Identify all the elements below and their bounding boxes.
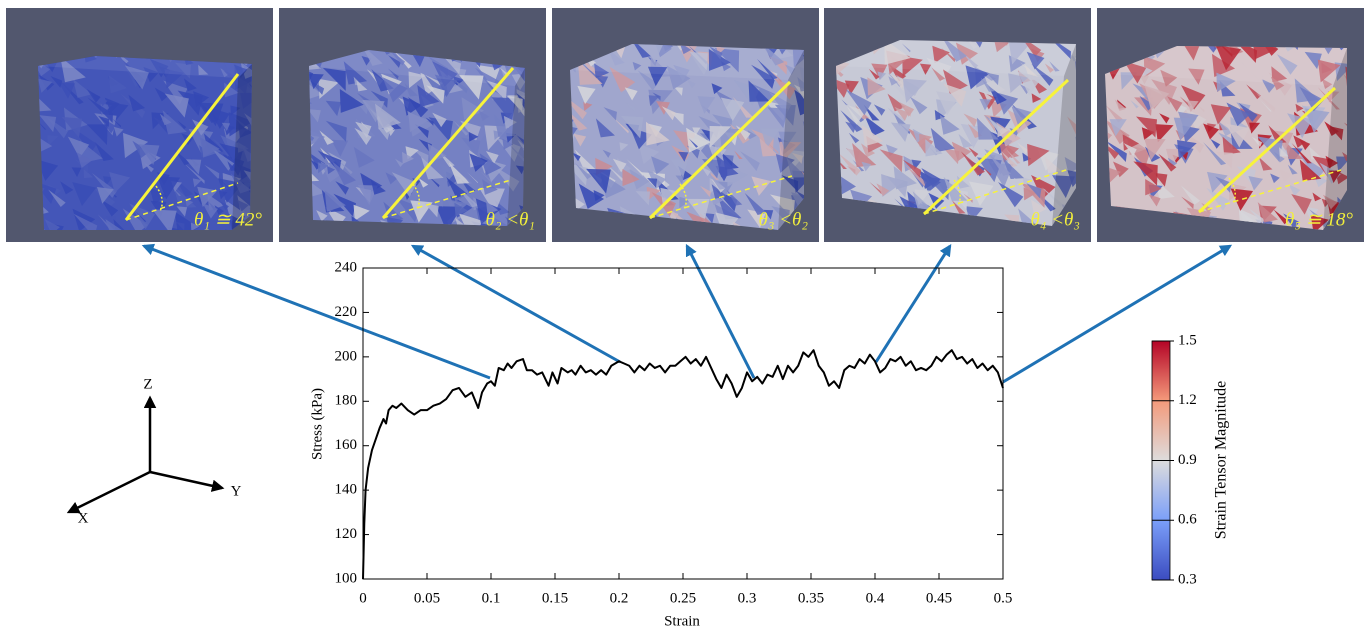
stress-curve	[363, 350, 1003, 579]
axes-triad	[69, 398, 222, 512]
arrow	[144, 246, 490, 378]
colorbar-tick-label: 1.2	[1178, 392, 1197, 408]
x-tick-label: 0.5	[994, 590, 1013, 606]
panel-label: θ₄ <θ₃	[1031, 209, 1080, 230]
colorbar-tick-label: 0.9	[1178, 452, 1197, 468]
panel-label: θ₂ <θ₁	[486, 209, 535, 230]
arrow	[1003, 246, 1230, 382]
snapshot-panel: θ₁ ≅ 42°	[6, 8, 288, 257]
x-tick-label: 0.25	[670, 590, 696, 606]
y-tick-label: 180	[335, 393, 358, 409]
x-tick-label: 0.35	[798, 590, 824, 606]
y-tick-label: 100	[335, 570, 358, 586]
snapshot-panel: θ₅ ≅ 18°	[1097, 8, 1370, 258]
snapshot-arrows	[144, 246, 1230, 382]
triad-label: Z	[143, 376, 152, 392]
x-tick-label: 0.3	[738, 590, 757, 606]
x-axis-label: Strain	[664, 613, 700, 629]
snapshot-panel: θ₃ <θ₂	[552, 8, 840, 263]
triad-axis	[150, 472, 222, 488]
y-tick-label: 240	[335, 259, 358, 275]
colorbar-tick-label: 1.5	[1178, 332, 1197, 348]
colorbar-label: Strain Tensor Magnitude	[1213, 381, 1230, 540]
arrow	[687, 246, 754, 378]
triad-label: X	[78, 510, 89, 526]
panel-label: θ₅ ≅ 18°	[1285, 209, 1353, 230]
triad-label: Y	[231, 483, 242, 499]
snapshot-panel: θ₂ <θ₁	[279, 8, 560, 260]
snapshot-panel: θ₄ <θ₃	[824, 8, 1114, 259]
arrow	[876, 246, 950, 362]
x-tick-label: 0	[359, 590, 367, 606]
y-tick-label: 120	[335, 526, 358, 542]
y-tick-label: 160	[335, 437, 358, 453]
panel-label: θ₁ ≅ 42°	[194, 209, 262, 230]
x-tick-label: 0.45	[926, 590, 952, 606]
x-tick-label: 0.1	[482, 590, 501, 606]
x-tick-label: 0.15	[542, 590, 568, 606]
figure: θ₁ ≅ 42° θ₂ <θ₁ θ₃ <θ₂ θ₄ <θ₃ θ₅ ≅ 18° Z Y X…	[0, 0, 1370, 632]
colorbar-tick-label: 0.6	[1178, 512, 1197, 528]
panel-label: θ₃ <θ₂	[759, 209, 809, 230]
x-tick-label: 0.4	[866, 590, 885, 606]
y-axis-label: Stress (kPa)	[309, 388, 325, 460]
triad-axis	[69, 472, 150, 512]
y-tick-label: 200	[335, 348, 358, 364]
y-tick-label: 140	[335, 482, 358, 498]
colorbar-tick-label: 0.3	[1178, 571, 1197, 587]
snapshot-panels: θ₁ ≅ 42° θ₂ <θ₁ θ₃ <θ₂ θ₄ <θ₃ θ₅ ≅ 18°	[6, 8, 1370, 263]
y-tick-label: 220	[335, 304, 358, 320]
arrow	[413, 246, 620, 362]
x-tick-label: 0.05	[414, 590, 440, 606]
x-tick-label: 0.2	[610, 590, 629, 606]
